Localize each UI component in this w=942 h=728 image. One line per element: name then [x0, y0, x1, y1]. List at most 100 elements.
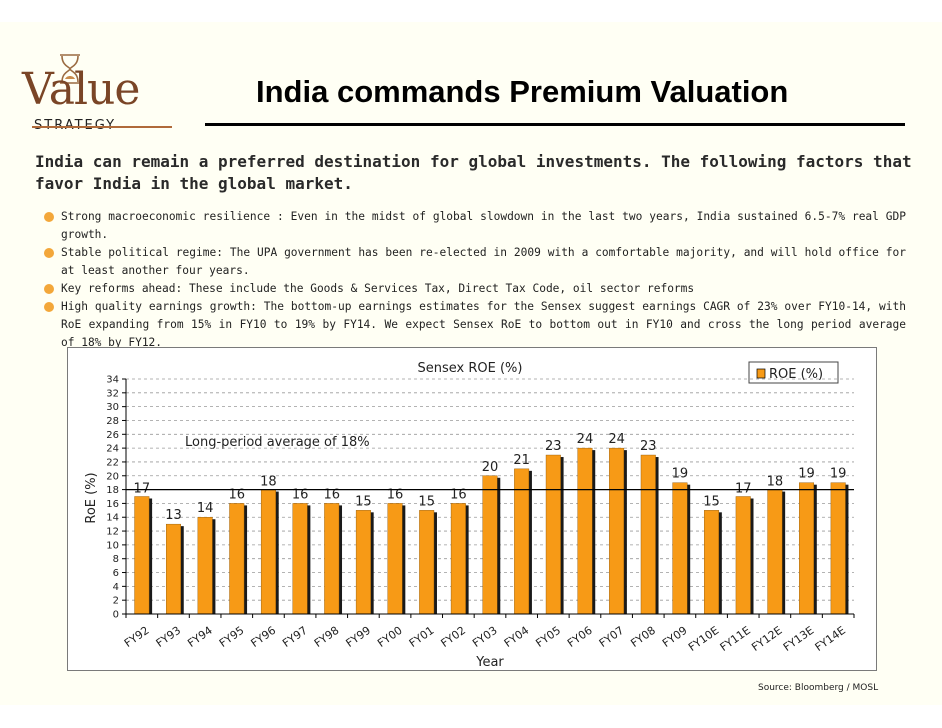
bar [355, 510, 371, 615]
roe-bar-chart: Sensex ROE (%) RoE (%) Year ROE (%) Long… [84, 361, 855, 670]
y-tick-label: 16 [106, 499, 119, 510]
y-tick-label: 20 [106, 471, 119, 482]
x-tick-label: FY01 [407, 624, 437, 650]
x-tick-label: FY95 [217, 624, 247, 650]
x-tick-label: FY06 [565, 624, 595, 650]
legend-label: ROE (%) [769, 367, 823, 382]
bar [324, 503, 340, 615]
data-label: 20 [482, 460, 499, 475]
bar [577, 447, 593, 615]
bar [482, 475, 498, 615]
bullet-item: Key reforms ahead: These include the Goo… [44, 280, 906, 298]
data-label: 14 [197, 501, 214, 516]
title-rule [205, 123, 905, 126]
bar [165, 523, 181, 615]
data-label: 15 [418, 494, 435, 509]
bar [229, 503, 245, 615]
data-label: 23 [545, 439, 562, 454]
reference-line-label: Long-period average of 18% [185, 435, 370, 450]
x-tick-label: FY98 [312, 624, 342, 650]
x-tick-label: FY02 [438, 624, 468, 650]
bar [767, 489, 783, 615]
bar [419, 510, 435, 615]
y-tick-label: 32 [106, 388, 119, 399]
legend-frame [748, 361, 839, 384]
bar [830, 482, 846, 615]
x-tick-label: FY08 [628, 624, 658, 650]
x-tick-label: FY93 [154, 624, 184, 650]
logo-word: Value [22, 64, 140, 115]
bullet-item: Strong macroeconomic resilience : Even i… [44, 208, 906, 244]
y-tick-label: 22 [106, 457, 119, 468]
data-label: 16 [450, 487, 467, 502]
x-tick-label: FY12E [749, 624, 784, 654]
y-tick-label: 28 [106, 416, 119, 427]
x-tick-label: FY94 [185, 624, 215, 650]
data-label: 16 [229, 487, 246, 502]
bar [514, 468, 530, 615]
x-tick-label: FY05 [533, 624, 563, 650]
x-axis-label: Year [475, 655, 504, 670]
bar [672, 482, 688, 615]
data-label: 19 [798, 467, 815, 482]
data-label: 13 [165, 508, 182, 523]
bar [545, 454, 561, 615]
x-tick-label: FY96 [249, 624, 279, 650]
chart-container: Sensex ROE (%) RoE (%) Year ROE (%) Long… [67, 347, 877, 671]
source-note: Source: Bloomberg / MOSL [758, 683, 879, 693]
bar [704, 510, 720, 615]
y-tick-label: 30 [106, 402, 119, 413]
logo-tagline: STRATEGY [34, 118, 116, 133]
data-label: 19 [830, 467, 847, 482]
logo: Value STRATEGY [18, 42, 168, 137]
bullet-list: Strong macroeconomic resilience : Even i… [44, 208, 906, 352]
data-label: 15 [355, 494, 372, 509]
bar [260, 489, 276, 615]
y-tick-label: 18 [106, 485, 119, 496]
y-tick-label: 12 [106, 527, 119, 538]
bullet-item: High quality earnings growth: The bottom… [44, 298, 906, 352]
data-label: 24 [608, 432, 625, 447]
bar [387, 503, 403, 615]
bar [799, 482, 815, 615]
y-tick-label: 4 [113, 582, 119, 593]
bar [609, 447, 625, 615]
data-label: 19 [672, 467, 689, 482]
y-tick-label: 0 [113, 610, 119, 621]
data-label: 16 [323, 487, 340, 502]
data-label: 23 [640, 439, 657, 454]
y-axis-label: RoE (%) [84, 472, 99, 523]
bar [197, 517, 213, 615]
x-tick-label: FY00 [375, 624, 405, 650]
y-tick-label: 34 [106, 375, 119, 386]
y-tick-label: 26 [106, 430, 119, 441]
data-label: 16 [292, 487, 309, 502]
x-tick-label: FY09 [660, 624, 690, 650]
x-tick-label: FY13E [781, 624, 816, 654]
y-tick-label: 10 [106, 540, 119, 551]
y-tick-label: 8 [113, 554, 119, 565]
chart-title: Sensex ROE (%) [418, 361, 523, 376]
x-tick-label: FY07 [597, 624, 627, 650]
y-tick-label: 6 [113, 568, 119, 579]
bar [134, 496, 150, 615]
data-label: 24 [577, 432, 594, 447]
x-tick-label: FY92 [122, 624, 152, 650]
bullet-item: Stable political regime: The UPA governm… [44, 244, 906, 280]
data-label: 18 [260, 475, 277, 490]
bar [640, 454, 656, 615]
x-tick-label: FY14E [813, 624, 848, 654]
data-label: 16 [387, 487, 404, 502]
bar [735, 496, 751, 615]
x-tick-label: FY10E [686, 624, 721, 654]
data-label: 15 [703, 494, 720, 509]
data-label: 21 [513, 453, 530, 468]
title-rule-left [32, 126, 172, 128]
x-tick-label: FY11E [718, 624, 753, 654]
x-tick-label: FY97 [280, 624, 310, 650]
chart-legend: ROE (%) [748, 361, 839, 384]
hourglass-icon [60, 54, 80, 84]
intro-text: India can remain a preferred destination… [35, 152, 912, 193]
y-tick-label: 2 [113, 596, 119, 607]
